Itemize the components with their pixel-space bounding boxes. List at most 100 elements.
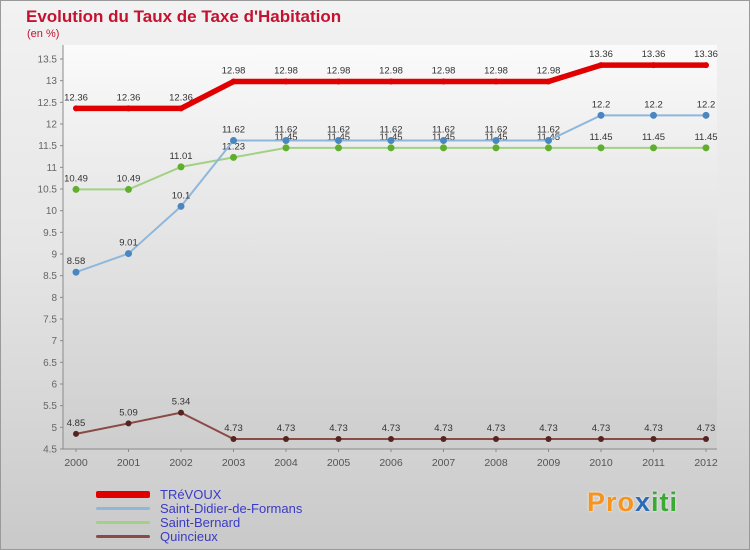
value-label: 11.62 — [222, 124, 245, 135]
svg-text:12: 12 — [46, 120, 58, 131]
svg-text:2003: 2003 — [222, 457, 246, 469]
data-point — [73, 430, 79, 437]
value-label: 4.73 — [539, 423, 558, 434]
svg-text:2006: 2006 — [379, 457, 403, 469]
value-label: 13.36 — [589, 49, 613, 60]
data-point — [283, 78, 289, 85]
logo-x: x — [635, 487, 652, 517]
legend-line-saint-didier-de-formans — [96, 506, 150, 510]
data-point — [72, 185, 80, 193]
svg-text:9: 9 — [51, 250, 57, 261]
data-point — [702, 144, 710, 152]
value-label: 5.34 — [172, 397, 191, 408]
value-label: 11.62 — [274, 124, 297, 135]
value-label: 12.98 — [222, 66, 246, 77]
value-label: 12.36 — [117, 92, 141, 103]
data-point — [73, 105, 79, 112]
x-axis-labels: 2000 2001 2002 2003 2004 2005 2006 2007 2008 2009… — [64, 449, 718, 469]
svg-text:11: 11 — [47, 163, 58, 174]
data-point — [335, 144, 342, 152]
svg-text:8: 8 — [51, 293, 57, 304]
legend-line-trevoux — [96, 490, 150, 498]
data-point — [335, 78, 342, 85]
value-label: 4.73 — [277, 423, 296, 434]
svg-text:2011: 2011 — [642, 457, 665, 469]
data-point — [230, 78, 237, 85]
data-point — [702, 111, 710, 119]
value-label: 5.09 — [119, 407, 138, 418]
svg-text:2007: 2007 — [432, 457, 456, 469]
svg-text:2001: 2001 — [117, 457, 141, 469]
value-label: 12.98 — [327, 66, 351, 77]
value-label: 12.98 — [484, 66, 508, 77]
value-label: 11.23 — [222, 141, 245, 152]
svg-text:2005: 2005 — [327, 457, 351, 469]
value-label: 4.73 — [434, 423, 453, 434]
value-label: 11.62 — [379, 124, 402, 135]
data-point — [335, 136, 342, 144]
value-label: 4.85 — [67, 418, 86, 429]
svg-text:5: 5 — [51, 423, 57, 434]
data-point — [545, 136, 552, 144]
data-point — [493, 436, 499, 443]
svg-text:12.5: 12.5 — [38, 98, 58, 109]
svg-text:4.5: 4.5 — [43, 445, 57, 456]
value-label: 12.98 — [432, 66, 456, 77]
legend-item-quincieux: Quincieux — [96, 528, 302, 544]
data-point — [387, 136, 395, 144]
data-point — [388, 78, 394, 85]
data-point — [230, 436, 237, 443]
value-label: 13.36 — [642, 49, 666, 60]
value-label: 4.73 — [382, 423, 401, 434]
value-label: 13.36 — [694, 49, 718, 60]
data-point — [125, 105, 132, 112]
data-point — [493, 78, 499, 85]
data-point — [282, 144, 290, 152]
logo-pro: Pro — [587, 487, 636, 517]
page-subtitle: (en %) — [27, 28, 60, 40]
data-point — [440, 136, 447, 144]
svg-text:2008: 2008 — [484, 457, 508, 469]
data-point — [492, 136, 500, 144]
data-point — [125, 420, 132, 427]
value-label: 12.36 — [64, 92, 88, 103]
svg-text:2000: 2000 — [64, 457, 88, 469]
value-label: 4.73 — [329, 423, 348, 434]
data-point — [650, 62, 657, 69]
data-point — [440, 144, 447, 152]
data-point — [178, 105, 184, 112]
svg-text:7: 7 — [51, 336, 57, 347]
legend-item-saint-didier-de-formans: Saint-Didier-de-Formans — [96, 501, 302, 516]
value-label: 12.98 — [537, 66, 561, 77]
data-point — [177, 202, 185, 210]
data-point — [388, 436, 394, 443]
data-point — [335, 436, 342, 443]
value-label: 12.98 — [379, 66, 403, 77]
value-label: 11.62 — [537, 124, 560, 135]
data-point — [650, 436, 657, 443]
data-point — [598, 436, 604, 443]
value-label: 4.73 — [224, 423, 243, 434]
data-point — [650, 111, 657, 119]
value-label: 11.45 — [642, 132, 665, 143]
data-point — [72, 268, 80, 276]
value-label: 12.98 — [274, 66, 298, 77]
data-point — [598, 62, 604, 69]
data-point — [230, 153, 237, 161]
svg-text:13: 13 — [46, 76, 58, 87]
svg-text:2012: 2012 — [694, 457, 718, 469]
data-point — [545, 144, 552, 152]
svg-text:2010: 2010 — [589, 457, 613, 469]
legend: TRéVOUX Saint-Didier-de-Formans Saint-Be… — [96, 487, 302, 544]
data-point — [282, 136, 290, 144]
value-label: 4.73 — [644, 423, 663, 434]
svg-text:10.5: 10.5 — [38, 185, 58, 196]
legend-line-quincieux — [96, 534, 150, 538]
series-TRéVOUX: 12.36 12.36 12.36 12.98 12.98 12.98 12.98 12.98… — [64, 49, 718, 112]
legend-label-quincieux: Quincieux — [160, 528, 218, 544]
value-label: 11.45 — [694, 132, 717, 143]
svg-text:9.5: 9.5 — [43, 228, 57, 239]
svg-text:13.5: 13.5 — [38, 55, 58, 66]
value-label: 12.2 — [592, 99, 611, 110]
svg-text:5.5: 5.5 — [43, 401, 57, 412]
